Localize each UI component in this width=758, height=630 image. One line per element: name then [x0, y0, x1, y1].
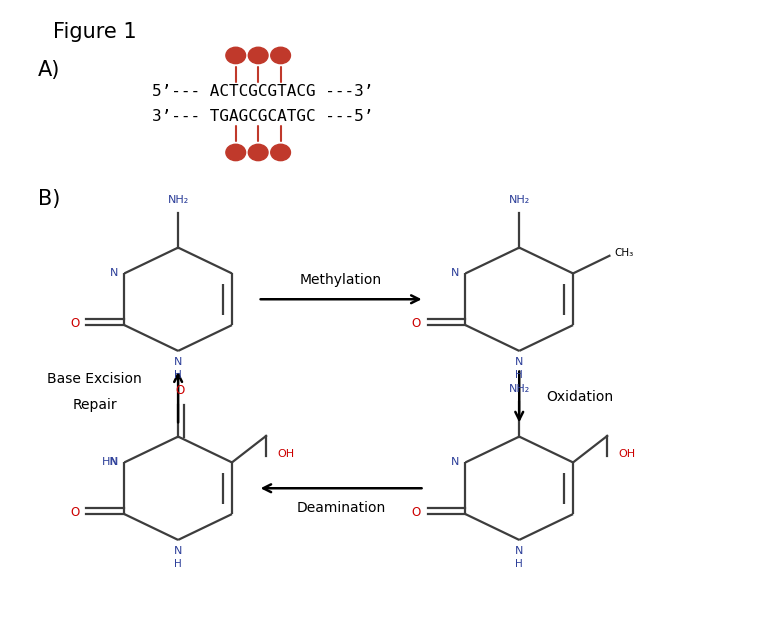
Text: Repair: Repair [73, 398, 117, 412]
Text: O: O [412, 506, 421, 518]
Text: N: N [110, 457, 118, 467]
Text: 5’--- ACTCGCGTACG ---3’: 5’--- ACTCGCGTACG ---3’ [152, 84, 373, 99]
Text: NH₂: NH₂ [509, 195, 530, 205]
Text: H: H [515, 370, 523, 380]
Text: OH: OH [277, 449, 295, 459]
Circle shape [226, 144, 246, 161]
Text: N: N [174, 546, 183, 556]
Text: HN: HN [102, 457, 118, 467]
Text: N: N [515, 357, 524, 367]
Text: Methylation: Methylation [300, 273, 382, 287]
Text: H: H [515, 559, 523, 569]
Circle shape [249, 47, 268, 64]
Text: H: H [174, 370, 182, 380]
Text: NH₂: NH₂ [168, 195, 189, 205]
Text: OH: OH [619, 449, 636, 459]
Text: N: N [451, 457, 459, 467]
Text: N: N [451, 268, 459, 278]
Text: N: N [515, 546, 524, 556]
Text: A): A) [38, 60, 61, 80]
Circle shape [249, 144, 268, 161]
Circle shape [271, 47, 290, 64]
Text: Deamination: Deamination [296, 501, 386, 515]
Text: N: N [174, 357, 183, 367]
Circle shape [271, 144, 290, 161]
Text: NH₂: NH₂ [509, 384, 530, 394]
Text: O: O [175, 384, 184, 397]
Text: CH₃: CH₃ [615, 248, 634, 258]
Text: 3’--- TGAGCGCATGC ---5’: 3’--- TGAGCGCATGC ---5’ [152, 109, 373, 124]
Text: Base Excision: Base Excision [47, 372, 143, 386]
Text: B): B) [38, 189, 61, 209]
Text: N: N [110, 268, 118, 278]
Text: O: O [70, 506, 80, 518]
Text: O: O [412, 317, 421, 329]
Text: O: O [70, 317, 80, 329]
Text: Oxidation: Oxidation [546, 390, 613, 404]
Circle shape [226, 47, 246, 64]
Text: H: H [174, 559, 182, 569]
Text: Figure 1: Figure 1 [53, 22, 136, 42]
